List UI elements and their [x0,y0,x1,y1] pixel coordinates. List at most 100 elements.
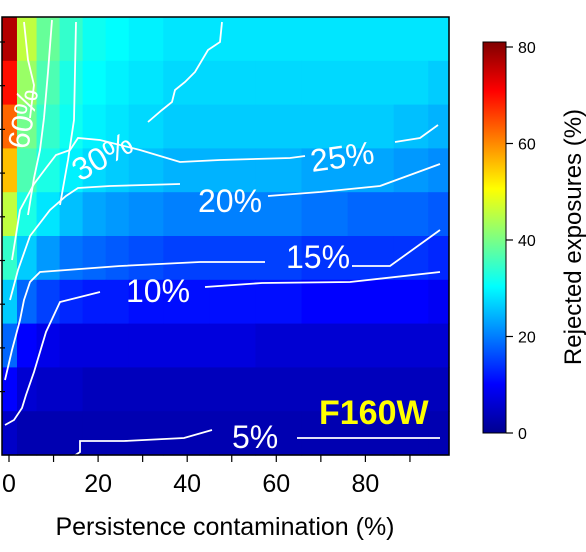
heatmap-cell [105,104,130,149]
heatmap-cell [105,367,130,412]
heatmap-cell [347,104,395,149]
heatmap-cell [428,17,450,62]
heatmap-cell [393,367,429,412]
heatmap-cell [82,60,107,106]
heatmap-cell [428,236,450,281]
colorbar [482,41,507,434]
x-tick-label: 80 [351,470,379,498]
colorbar-tick-label: 60 [518,137,536,154]
heatmap-cell [16,323,38,368]
heatmap-cell [209,148,257,193]
heatmap-cell [255,279,303,325]
heatmap-cell [82,148,107,193]
heatmap-cell [347,323,395,368]
heatmap-cell [36,236,61,281]
heatmap-cell [16,104,38,149]
heatmap-cell [347,279,395,325]
colorbar-tick-label: 20 [518,330,536,347]
contour-line-15b [352,229,441,267]
heatmap-cell [82,104,107,149]
heatmap-cell [128,323,164,368]
heatmap-cell [163,148,210,193]
heatmap-cell [301,279,349,325]
heatmap-cell [128,367,164,412]
heatmap-cell [255,323,303,368]
heatmap-cell [209,104,257,149]
heatmap-cell [128,192,164,237]
heatmap-cell [163,236,210,281]
contour-label-5: 5% [232,419,278,455]
heatmap-cell [301,192,349,237]
contour-label-20: 20% [198,183,262,219]
heatmap-cell [209,192,257,237]
heatmap-cell [301,60,349,106]
x-tick-label: 20 [84,470,112,498]
contour-label-10: 10% [126,273,190,309]
heatmap-cell [428,279,450,325]
heatmap-cell [347,60,395,106]
heatmap-cell [128,104,164,149]
heatmap-cell [393,17,429,62]
heatmap-cell [82,236,107,281]
colorbar-tick-label: 40 [518,233,536,250]
heatmap-cell [36,323,61,368]
heatmap-cell [393,323,429,368]
heatmap-cell [347,192,395,237]
heatmap-cell [59,17,84,62]
heatmap-cell [301,411,349,456]
heatmap-cell [2,367,18,412]
heatmap-cell [209,17,257,62]
heatmap-cell [105,60,130,106]
heatmap-cell [255,192,303,237]
heatmap-cell [301,148,349,193]
heatmap-cell [163,279,210,325]
panel-label: F160W [319,394,429,432]
heatmap-cell [105,148,130,193]
contour-lines [4,19,441,493]
contour-line-10 [4,291,101,426]
heatmap-cell [255,60,303,106]
heatmap-cell [209,60,257,106]
contour-line-60 [23,21,35,119]
heatmap-cell [428,411,450,456]
heatmap-cell [255,104,303,149]
x-tick-label: 40 [173,470,201,498]
heatmap-cell [2,17,18,62]
contour-line-10b [204,271,441,288]
heatmap-cell [36,367,61,412]
heatmap-cell [347,367,395,412]
contour-line-25b [394,124,439,143]
x-tick-label: 0 [2,470,16,498]
heatmap-cell [2,323,18,368]
heatmap-cell [163,60,210,106]
heatmap-cell [16,192,38,237]
x-axis: 0 20 40 60 80 [2,455,411,498]
heatmap-cell [301,104,349,149]
heatmap-cell [163,367,210,412]
heatmap-cell [105,411,130,456]
heatmap-cell [105,279,130,325]
heatmap-cell [301,236,349,281]
heatmap-cell [347,236,395,281]
heatmap-cell [301,17,349,62]
heatmap-cell [347,411,395,456]
heatmap-cell [2,60,18,106]
heatmap-cell [16,17,38,62]
heatmap-cell [105,323,130,368]
contour-line-5 [5,429,213,493]
heatmap-cell [105,236,130,281]
heatmap-cell [428,323,450,368]
heatmap-cell [428,192,450,237]
heatmap-cell [59,367,84,412]
heatmap-cell [16,148,38,193]
heatmap-cell [255,17,303,62]
heatmap-cell [36,411,61,456]
contour-line-20 [9,183,181,301]
heatmap-cell [209,279,257,325]
contour-label-15: 15% [286,239,350,275]
heatmap-cell [36,17,61,62]
heatmap-cell [209,367,257,412]
plot-frame [1,16,450,456]
heatmap-cell [16,236,38,281]
